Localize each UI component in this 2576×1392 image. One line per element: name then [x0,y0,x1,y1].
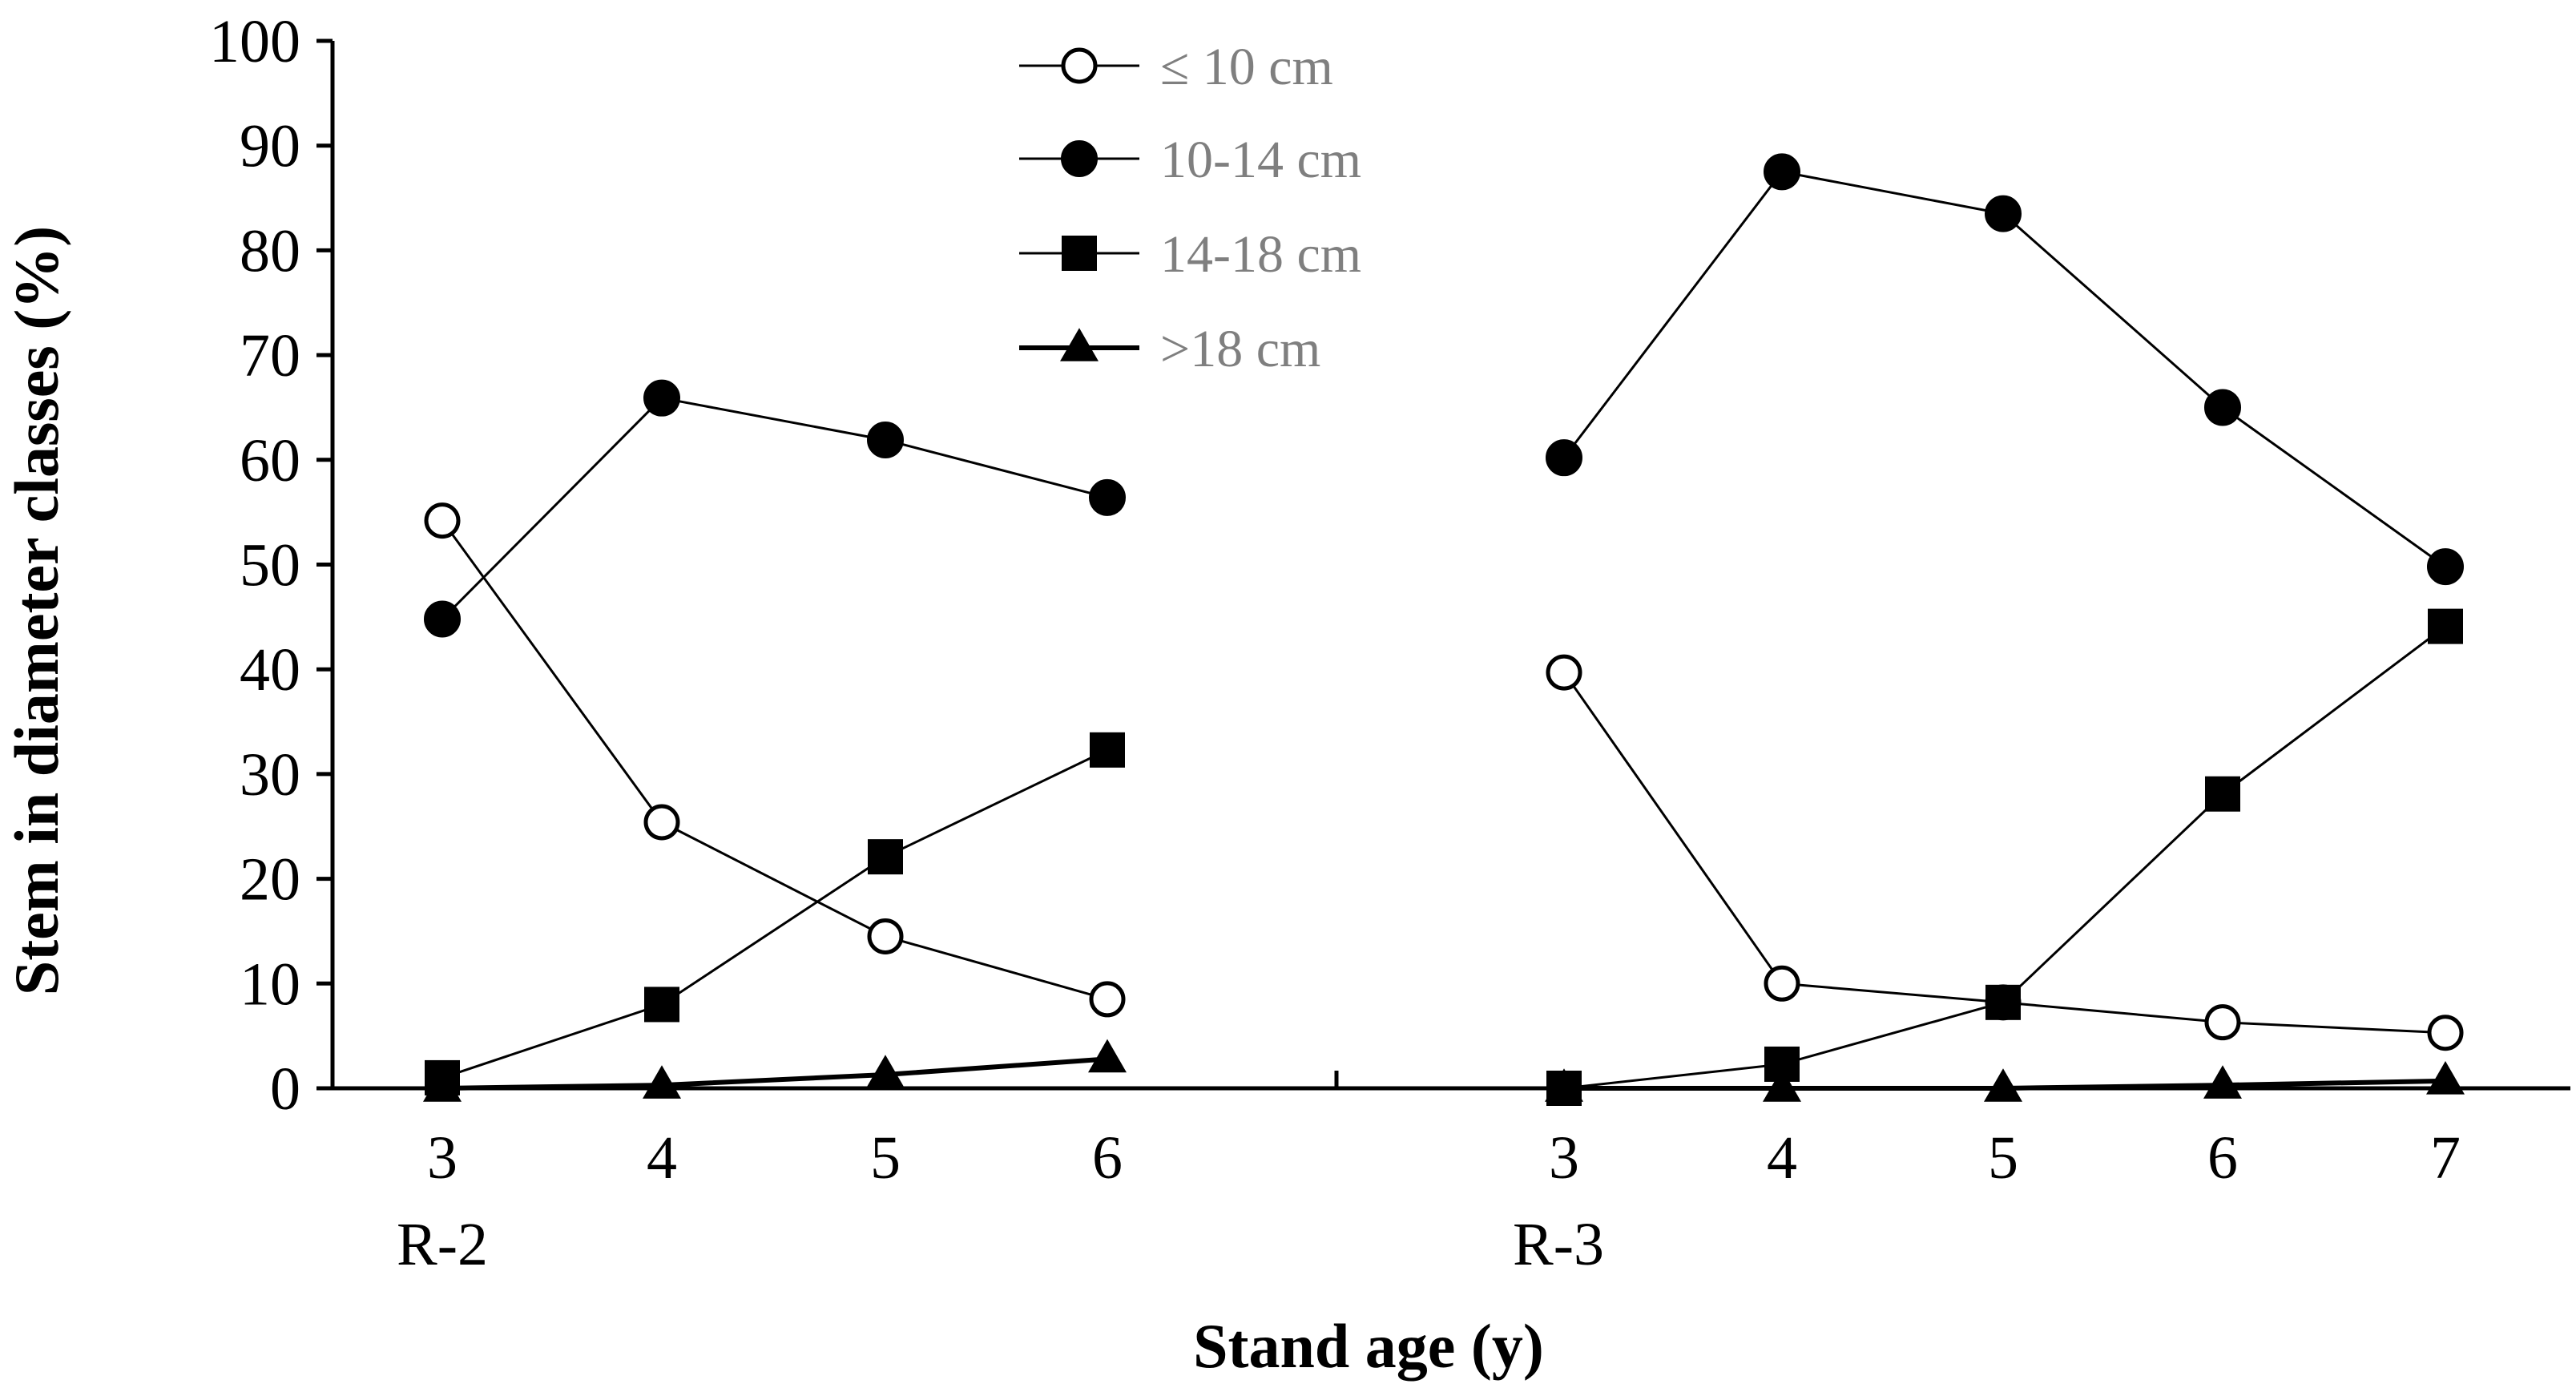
series-1-line-r-2 [441,519,1108,1001]
series-4-point [643,1065,681,1099]
y-tick-label: 70 [240,322,300,389]
y-tick-label: 10 [240,950,300,1018]
series-1-point [424,502,461,539]
series-1-point [1764,965,1800,1002]
x-tick-label: 3 [427,1124,458,1192]
y-tick-label: 30 [240,741,300,809]
series-4-point [1763,1068,1801,1102]
x-tick-label: 4 [1767,1124,1797,1192]
y-tick-label: 50 [240,532,300,599]
legend-item: ≤ 10 cm [1019,38,1333,96]
x-tick-label: 3 [1549,1124,1579,1192]
series-2-point [2427,548,2464,586]
plot-lines [441,170,2446,1091]
series-3-point [1090,732,1125,768]
legend-marker [1061,140,1098,177]
x-tick-labels: 3 4 5 6 3 4 5 6 7 [427,1124,2461,1192]
legend-label: ≤ 10 cm [1160,38,1333,96]
legend: ≤ 10 cm 10-14 cm 14-18 cm >18 cm [1019,38,1361,378]
series-2-point [2204,389,2241,426]
series-3-line-r-2 [441,748,1108,1079]
x-axis-title: Stand age (y) [1193,1311,1544,1381]
series-2-point [424,600,461,638]
series-4-line-r-2 [441,1056,1108,1091]
legend-label: >18 cm [1160,320,1320,378]
legend-label: 10-14 cm [1160,131,1361,189]
legend-item: >18 cm [1019,320,1320,378]
series-1-point [643,804,680,841]
series-2-point [643,379,680,417]
series-2-point [1089,478,1126,516]
x-tick-label: 7 [2430,1124,2461,1192]
x-tick-label: 6 [2207,1124,2238,1192]
group-labels: R-2 R-3 [397,1211,1604,1278]
x-tick-label: 5 [870,1124,901,1192]
series-4-point [1984,1068,2022,1102]
legend-marker [1062,236,1097,271]
y-tick-label: 0 [270,1055,300,1123]
series-4-point [423,1068,462,1102]
series-2-point [1985,195,2022,232]
series-2-line-r-2 [441,397,1108,620]
axes [316,38,2570,1091]
series-4-point [1088,1039,1127,1073]
series-1-point [1089,981,1126,1018]
x-tick-label: 5 [1988,1124,2018,1192]
series-3-point [868,839,903,875]
legend-marker [1060,328,1099,361]
series-4-point [1545,1068,1583,1102]
series-3-point [2428,608,2463,644]
series-2-point [867,421,904,458]
series-3-point [2205,776,2240,812]
series-1-point [2427,1015,2464,1051]
legend-item: 14-18 cm [1019,225,1361,284]
y-tick-labels: 0 10 20 30 40 50 60 70 80 90 100 [209,8,300,1123]
series-3-point [1985,984,2021,1020]
y-axis-title: Stem in diameter classes (%) [2,226,71,995]
series-4-point [2426,1061,2465,1095]
plot-markers [423,153,2465,1106]
legend-marker [1061,47,1098,84]
series-4-point [2203,1065,2242,1099]
series-1-point [867,918,904,954]
legend-item: 10-14 cm [1019,131,1361,189]
y-tick-label: 20 [240,846,300,914]
series-1-point [2204,1004,2241,1041]
x-tick-label: 4 [647,1124,677,1192]
series-3-point [644,987,679,1023]
y-tick-label: 90 [240,113,300,180]
series-1-point [1546,654,1582,691]
series-2-point [1764,153,1800,191]
y-tick-label: 80 [240,217,300,284]
group-label-r-3: R-3 [1513,1211,1604,1278]
group-label-r-2: R-2 [397,1211,488,1278]
series-4-point [866,1055,905,1088]
y-tick-label: 60 [240,427,300,494]
legend-label: 14-18 cm [1160,225,1361,284]
y-tick-label: 40 [240,636,300,704]
x-tick-label: 6 [1092,1124,1123,1192]
series-2-point [1546,439,1582,477]
y-tick-label: 100 [209,8,300,75]
